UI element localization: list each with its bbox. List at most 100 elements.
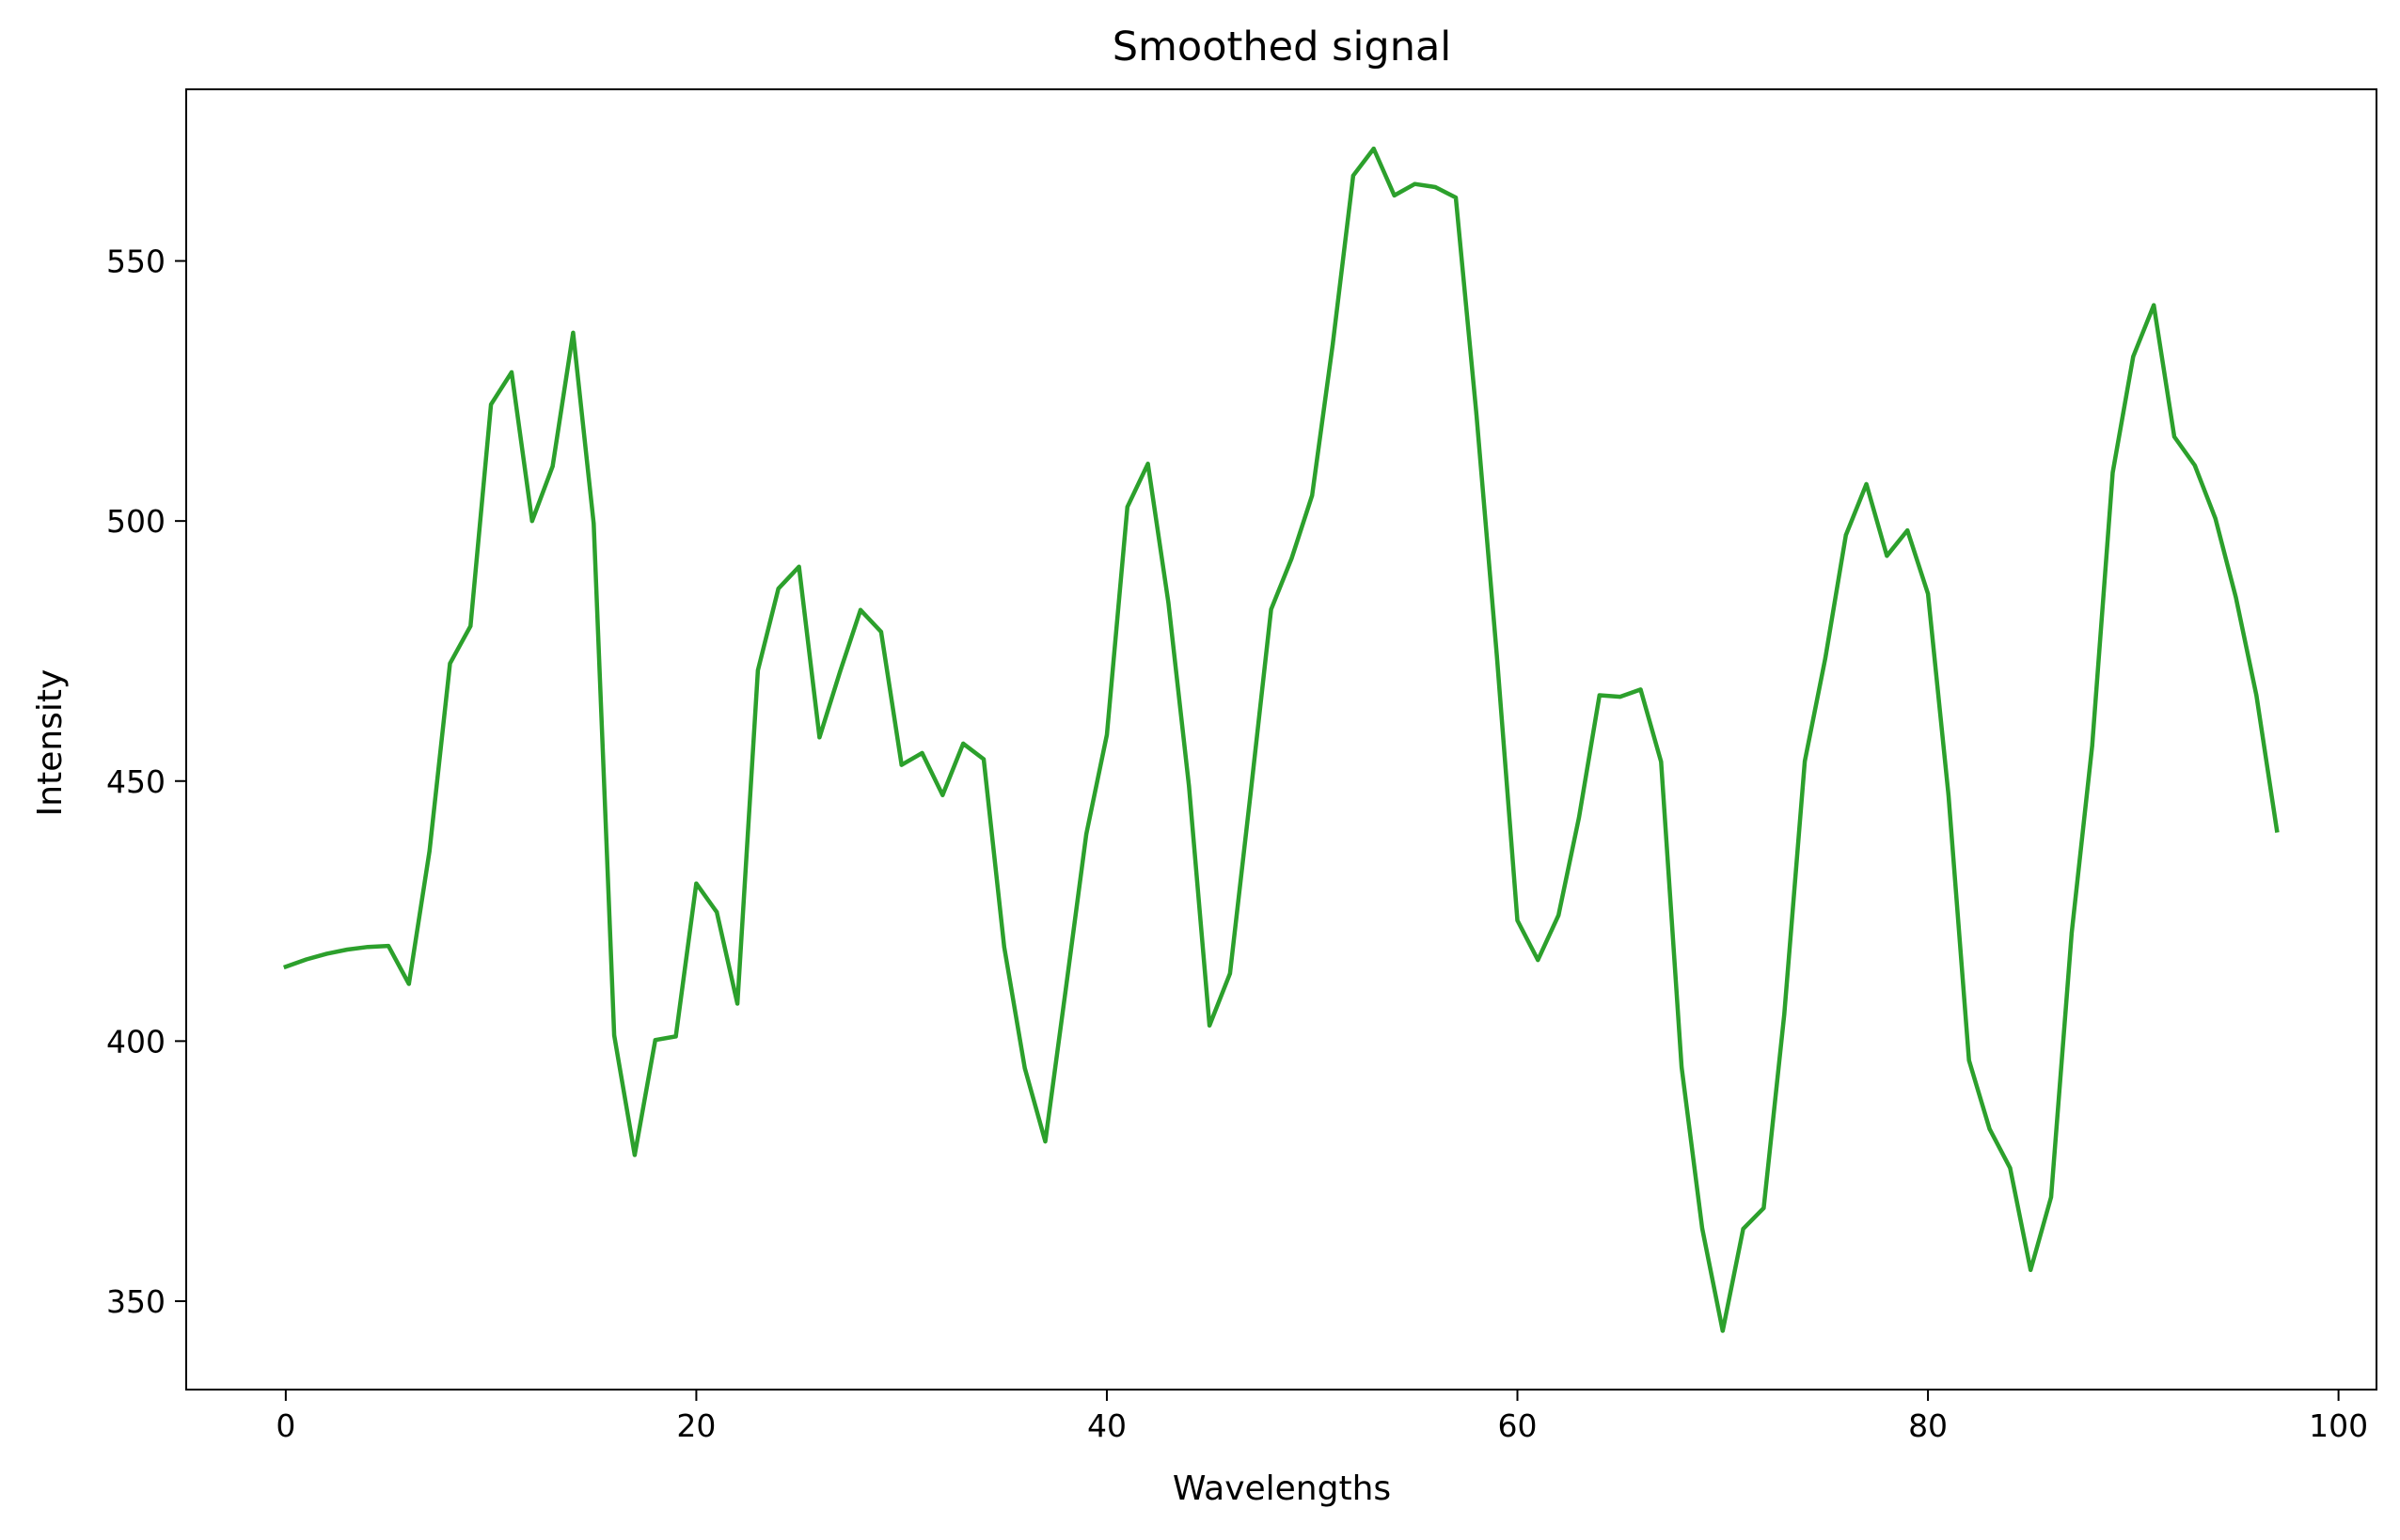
data-point: [1289, 556, 1294, 560]
data-point: [1104, 732, 1109, 737]
data-point: [1843, 533, 1848, 538]
y-axis-ticks: 350 400 450 500 550: [106, 244, 186, 1320]
data-point: [1433, 185, 1438, 190]
data-point: [1576, 815, 1581, 820]
data-point: [797, 564, 801, 569]
data-point: [1659, 760, 1664, 764]
data-point: [529, 519, 534, 524]
data-point: [1680, 1065, 1684, 1070]
data-point: [1269, 607, 1273, 612]
y-axis-label: Intensity: [31, 669, 70, 817]
data-point: [940, 793, 945, 797]
data-point: [859, 607, 863, 612]
data-point: [1125, 505, 1129, 510]
data-point: [1597, 693, 1602, 698]
data-point: [1556, 913, 1561, 918]
data-point: [1331, 342, 1335, 347]
data-point: [1022, 1066, 1027, 1071]
data-point: [1515, 919, 1520, 923]
data-point: [1310, 494, 1315, 498]
data-point: [878, 629, 883, 634]
data-point: [961, 741, 966, 746]
data-point: [366, 945, 371, 950]
data-point: [1392, 193, 1397, 197]
data-point: [1474, 412, 1478, 416]
data-point: [1536, 958, 1540, 963]
x-axis-label: Wavelengths: [1173, 1469, 1391, 1508]
data-point: [1084, 832, 1089, 837]
data-point: [653, 1038, 657, 1043]
x-tick-label: 40: [1087, 1407, 1127, 1444]
data-point: [920, 750, 924, 755]
data-point: [1946, 793, 1950, 797]
data-point: [2090, 744, 2094, 748]
data-point: [2171, 434, 2176, 439]
chart-title: Smoothed signal: [1113, 24, 1452, 71]
data-point: [899, 762, 904, 767]
x-tick-label: 100: [2309, 1407, 2368, 1444]
plot-frame: [185, 88, 2377, 1391]
data-point: [1885, 554, 1889, 558]
data-point: [673, 1034, 678, 1039]
data-point: [1413, 181, 1417, 186]
data-point: [1227, 971, 1232, 976]
data-point: [2213, 516, 2218, 521]
data-point: [1350, 173, 1355, 178]
data-point: [2254, 693, 2259, 698]
data-point: [448, 661, 452, 666]
data-point: [1987, 1126, 1992, 1131]
data-point: [406, 982, 411, 986]
series-line: [283, 146, 2280, 1333]
data-point: [1043, 1139, 1048, 1144]
data-point: [571, 330, 576, 335]
data-point: [1638, 687, 1643, 692]
data-point: [2234, 595, 2238, 600]
y-tick-label: 350: [106, 1283, 166, 1320]
data-point: [2029, 1267, 2033, 1272]
data-point: [982, 757, 987, 762]
data-point: [1699, 1226, 1704, 1231]
data-point: [1166, 601, 1171, 605]
data-point: [1064, 987, 1068, 992]
data-point: [387, 944, 391, 949]
data-point: [2008, 1166, 2013, 1171]
data-point: [427, 849, 432, 854]
data-point: [489, 402, 494, 407]
data-point: [612, 1033, 617, 1038]
data-point: [694, 881, 699, 886]
data-point: [715, 910, 719, 915]
y-tick-label: 400: [106, 1023, 166, 1060]
data-point: [592, 521, 596, 526]
data-point: [838, 669, 843, 674]
data-point: [304, 957, 308, 962]
y-tick-label: 450: [106, 763, 166, 800]
data-point: [1618, 695, 1622, 699]
data-point: [2192, 463, 2197, 467]
x-tick-label: 20: [676, 1407, 716, 1444]
data-point: [1803, 759, 1808, 763]
series-points: [283, 147, 2280, 1333]
x-tick-label: 0: [276, 1407, 295, 1444]
data-point: [735, 1001, 740, 1006]
data-point: [550, 464, 555, 469]
data-point: [468, 623, 473, 628]
data-point: [2069, 931, 2074, 935]
data-point: [1926, 591, 1931, 596]
data-point: [2131, 354, 2136, 359]
data-point: [1145, 462, 1150, 466]
data-point: [1248, 792, 1253, 796]
data-point: [1720, 1328, 1725, 1333]
data-point: [1966, 1058, 1971, 1062]
plot-area: [283, 146, 2280, 1333]
data-point: [1823, 656, 1827, 661]
data-point: [1864, 481, 1869, 486]
data-point: [1782, 1012, 1787, 1016]
data-point: [1371, 147, 1376, 151]
data-point: [324, 951, 329, 956]
data-point: [1741, 1227, 1745, 1232]
data-point: [1187, 784, 1192, 789]
data-point: [2049, 1195, 2054, 1200]
data-point: [632, 1153, 637, 1157]
